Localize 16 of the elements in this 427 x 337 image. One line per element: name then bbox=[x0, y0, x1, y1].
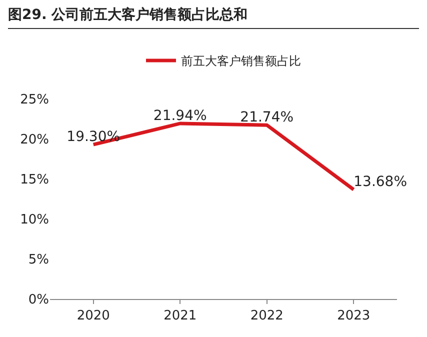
data-label: 19.30% bbox=[66, 129, 120, 146]
x-tick-label: 2022 bbox=[250, 308, 284, 324]
y-tick-label: 25% bbox=[20, 92, 49, 108]
y-tick-label: 10% bbox=[20, 212, 49, 228]
x-tick-label: 2023 bbox=[337, 308, 370, 324]
y-tick-label: 0% bbox=[28, 292, 49, 308]
y-tick-label: 5% bbox=[28, 252, 49, 268]
legend-label: 前五大客户销售额占比 bbox=[181, 54, 301, 68]
y-tick-label: 20% bbox=[20, 132, 49, 148]
x-tick-label: 2020 bbox=[76, 308, 110, 324]
data-label: 21.74% bbox=[240, 110, 294, 126]
x-tick-label: 2021 bbox=[164, 308, 197, 324]
data-label: 13.68% bbox=[354, 174, 408, 190]
data-label: 21.94% bbox=[153, 108, 207, 124]
chart-title: 图29. 公司前五大客户销售额占比总和 bbox=[8, 6, 419, 29]
y-tick-label: 15% bbox=[20, 172, 49, 188]
